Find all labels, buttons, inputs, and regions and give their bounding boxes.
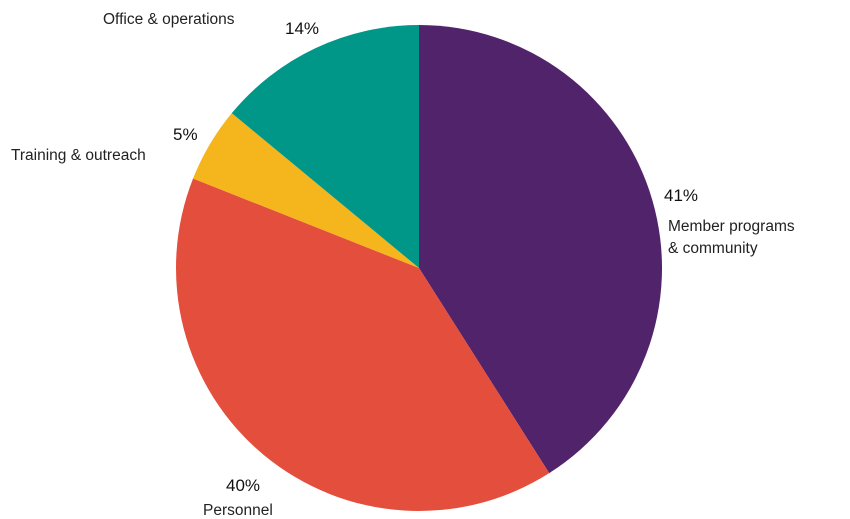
slice-category-label: Personnel — [203, 502, 273, 519]
slice-value-label: 14% — [285, 19, 319, 38]
pie-slice-3 — [231, 25, 419, 268]
slice-category-label: Training & outreach — [11, 147, 146, 164]
slice-category-label: Member programs — [668, 218, 795, 235]
slice-value-label: 41% — [664, 186, 698, 205]
slice-value-label: 40% — [226, 476, 260, 495]
pie-slice-0 — [419, 25, 663, 474]
pie-slice-1 — [175, 178, 550, 512]
slice-category-label: Office & operations — [103, 11, 235, 28]
slice-category-label: & community — [668, 240, 758, 257]
pie-slice-2 — [193, 113, 419, 268]
pie-slices — [175, 25, 663, 512]
slice-value-label: 5% — [173, 125, 198, 144]
